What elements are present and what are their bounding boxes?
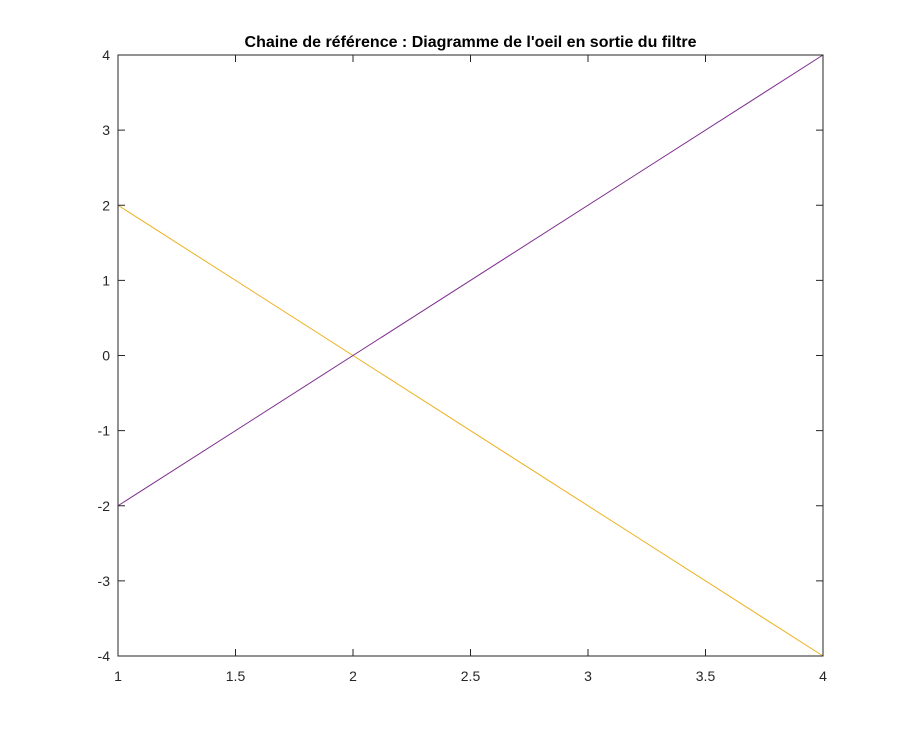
axes-background xyxy=(118,55,823,656)
x-tick-label: 3.5 xyxy=(696,668,716,684)
chart-title: Chaine de référence : Diagramme de l'oei… xyxy=(245,34,697,51)
y-tick-label: 3 xyxy=(102,122,110,138)
series-line-2 xyxy=(117,204,824,657)
x-tick-label: 4 xyxy=(819,668,827,684)
y-tick-label: 1 xyxy=(102,272,110,288)
x-tick-label: 2.5 xyxy=(461,668,481,684)
x-tick-label: 1 xyxy=(114,668,122,684)
y-tick-label: -1 xyxy=(98,423,111,439)
ticks-layer: 1 1.5 2 2.5 3 3.5 4 -4 -3 -2 -1 0 1 2 3 4 xyxy=(98,47,828,684)
plot-area: 1 1.5 2 2.5 3 3.5 4 -4 -3 -2 -1 0 1 2 3 4 xyxy=(98,47,828,684)
y-tick-label: -4 xyxy=(98,648,111,664)
x-tick-label: 1.5 xyxy=(226,668,246,684)
y-tick-label: -2 xyxy=(98,498,111,514)
series-line-3 xyxy=(117,54,824,507)
y-tick-label: -3 xyxy=(98,573,111,589)
x-tick-label: 3 xyxy=(584,668,592,684)
y-tick-label: 4 xyxy=(102,47,110,63)
y-tick-label: 0 xyxy=(102,348,110,364)
x-tick-label: 2 xyxy=(349,668,357,684)
y-tick-label: 2 xyxy=(102,197,110,213)
